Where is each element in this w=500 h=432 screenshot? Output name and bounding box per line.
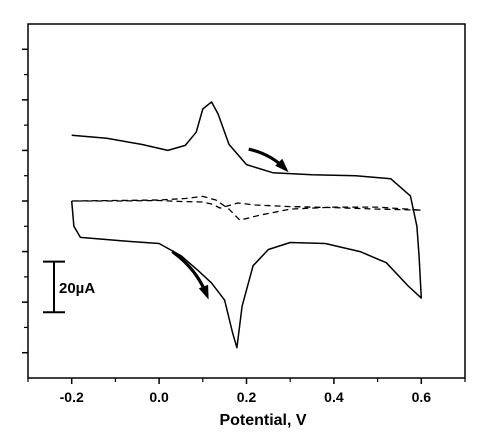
annotation-layer (171, 147, 289, 300)
series-layer (70, 101, 423, 349)
series-dashed-curve (71, 195, 422, 221)
direction-arrow-head (198, 284, 209, 300)
direction-arrow-head (275, 158, 289, 173)
scale-bar: 20µA (43, 260, 95, 314)
x-tick-label: 0.6 (412, 389, 432, 405)
x-tick-label: -0.2 (60, 389, 84, 405)
scale-bar-label: 20µA (59, 280, 95, 297)
x-tick-label: 0.4 (324, 389, 344, 405)
series-solid-curve (70, 101, 423, 349)
x-tick-label: 0.0 (149, 389, 169, 405)
axes: -0.2 0.0 0.2 0.4 0.6 (22, 48, 466, 405)
x-axis-title: Potential, V (219, 412, 306, 429)
x-tick-label: 0.2 (237, 389, 257, 405)
